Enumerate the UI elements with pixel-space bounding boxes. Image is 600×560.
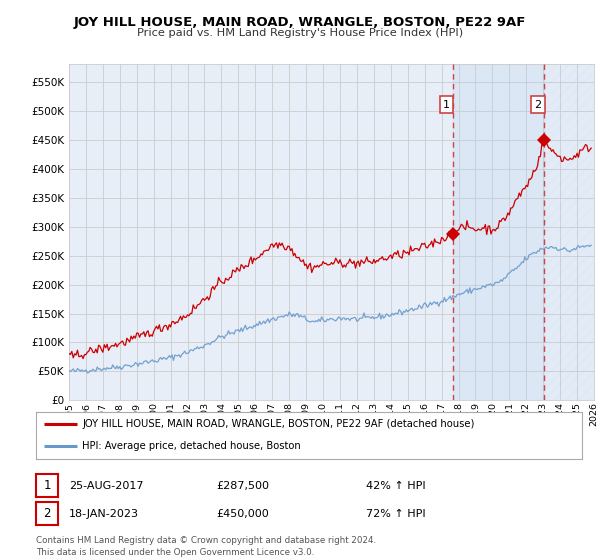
Text: 25-AUG-2017: 25-AUG-2017 <box>69 480 143 491</box>
Text: 2: 2 <box>43 507 51 520</box>
Text: HPI: Average price, detached house, Boston: HPI: Average price, detached house, Bost… <box>82 441 301 451</box>
Text: £450,000: £450,000 <box>216 508 269 519</box>
Text: £287,500: £287,500 <box>216 480 269 491</box>
Text: 72% ↑ HPI: 72% ↑ HPI <box>366 508 425 519</box>
Bar <box>452 64 544 400</box>
Text: Price paid vs. HM Land Registry's House Price Index (HPI): Price paid vs. HM Land Registry's House … <box>137 28 463 38</box>
Text: 1: 1 <box>43 479 51 492</box>
Text: JOY HILL HOUSE, MAIN ROAD, WRANGLE, BOSTON, PE22 9AF: JOY HILL HOUSE, MAIN ROAD, WRANGLE, BOST… <box>74 16 526 29</box>
Text: 18-JAN-2023: 18-JAN-2023 <box>69 508 139 519</box>
Text: JOY HILL HOUSE, MAIN ROAD, WRANGLE, BOSTON, PE22 9AF (detached house): JOY HILL HOUSE, MAIN ROAD, WRANGLE, BOST… <box>82 419 475 430</box>
Text: Contains HM Land Registry data © Crown copyright and database right 2024.
This d: Contains HM Land Registry data © Crown c… <box>36 536 376 557</box>
Text: 2: 2 <box>535 100 541 110</box>
Bar <box>544 64 600 400</box>
Text: 1: 1 <box>443 100 450 110</box>
Text: 42% ↑ HPI: 42% ↑ HPI <box>366 480 425 491</box>
